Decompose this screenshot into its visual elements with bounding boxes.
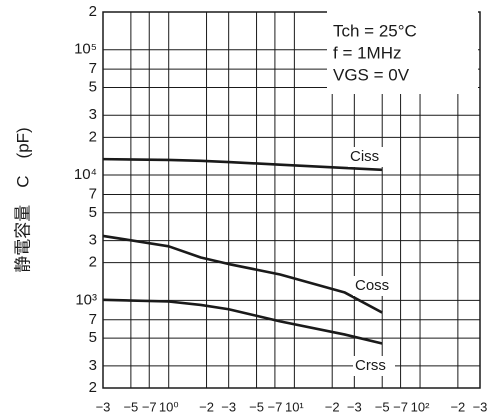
series-line [102, 298, 383, 345]
y-tick-label: 3 [89, 106, 97, 123]
series-line [102, 157, 383, 172]
y-tick-label: 3 [89, 232, 97, 249]
y-tick-label: 2 [89, 379, 97, 396]
x-tick-label: 10² [411, 399, 430, 414]
x-tick-label: −5 [123, 399, 138, 414]
y-tick-label: 2 [89, 128, 97, 145]
x-tick-label: −7 [142, 399, 157, 414]
y-tick-label: 7 [89, 311, 97, 328]
x-tick-label: −3 [347, 399, 362, 414]
y-tick-label: 7 [89, 60, 97, 77]
y-tick-label: 10⁴ [74, 166, 97, 183]
annotation: VGS = 0V [333, 65, 410, 84]
x-tick-label: −2 [325, 399, 340, 414]
x-tick-label: 10⁰ [159, 399, 179, 414]
y-tick-label: 3 [89, 357, 97, 374]
series-label: Coss [355, 277, 389, 294]
y-tick-label: 10³ [75, 291, 97, 308]
y-tick-label: 5 [89, 78, 97, 95]
x-tick-label: −5 [375, 399, 390, 414]
x-tick-label: 10¹ [285, 399, 304, 414]
series-label: Crss [355, 357, 386, 374]
annotation: Tch = 25°C [333, 21, 417, 40]
y-tick-label: 5 [89, 329, 97, 346]
series-label-bg [353, 276, 395, 296]
x-tick-label: −3 [221, 399, 236, 414]
series-label-bg [353, 356, 395, 376]
y-tick-label: 2 [89, 254, 97, 271]
y-tick-label: 5 [89, 204, 97, 221]
x-tick-label: −7 [393, 399, 408, 414]
y-tick-label: 7 [89, 185, 97, 202]
y-tick-label: 10⁵ [74, 41, 97, 58]
plot-frame [102, 11, 481, 389]
series-line [102, 234, 383, 314]
y-axis-title: 静電容量 C (pF) [13, 127, 32, 272]
x-tick-label: −3 [473, 399, 488, 414]
series-label-bg [348, 147, 390, 167]
x-tick-label: −2 [199, 399, 214, 414]
y-tick-label: 2 [89, 3, 97, 20]
series-label: Ciss [350, 148, 379, 165]
x-tick-label: −7 [267, 399, 282, 414]
annotation-box [327, 10, 478, 94]
x-tick-label: −2 [450, 399, 465, 414]
annotation: f = 1MHz [333, 43, 402, 62]
x-tick-label: −5 [249, 399, 264, 414]
x-tick-label: −3 [96, 399, 111, 414]
